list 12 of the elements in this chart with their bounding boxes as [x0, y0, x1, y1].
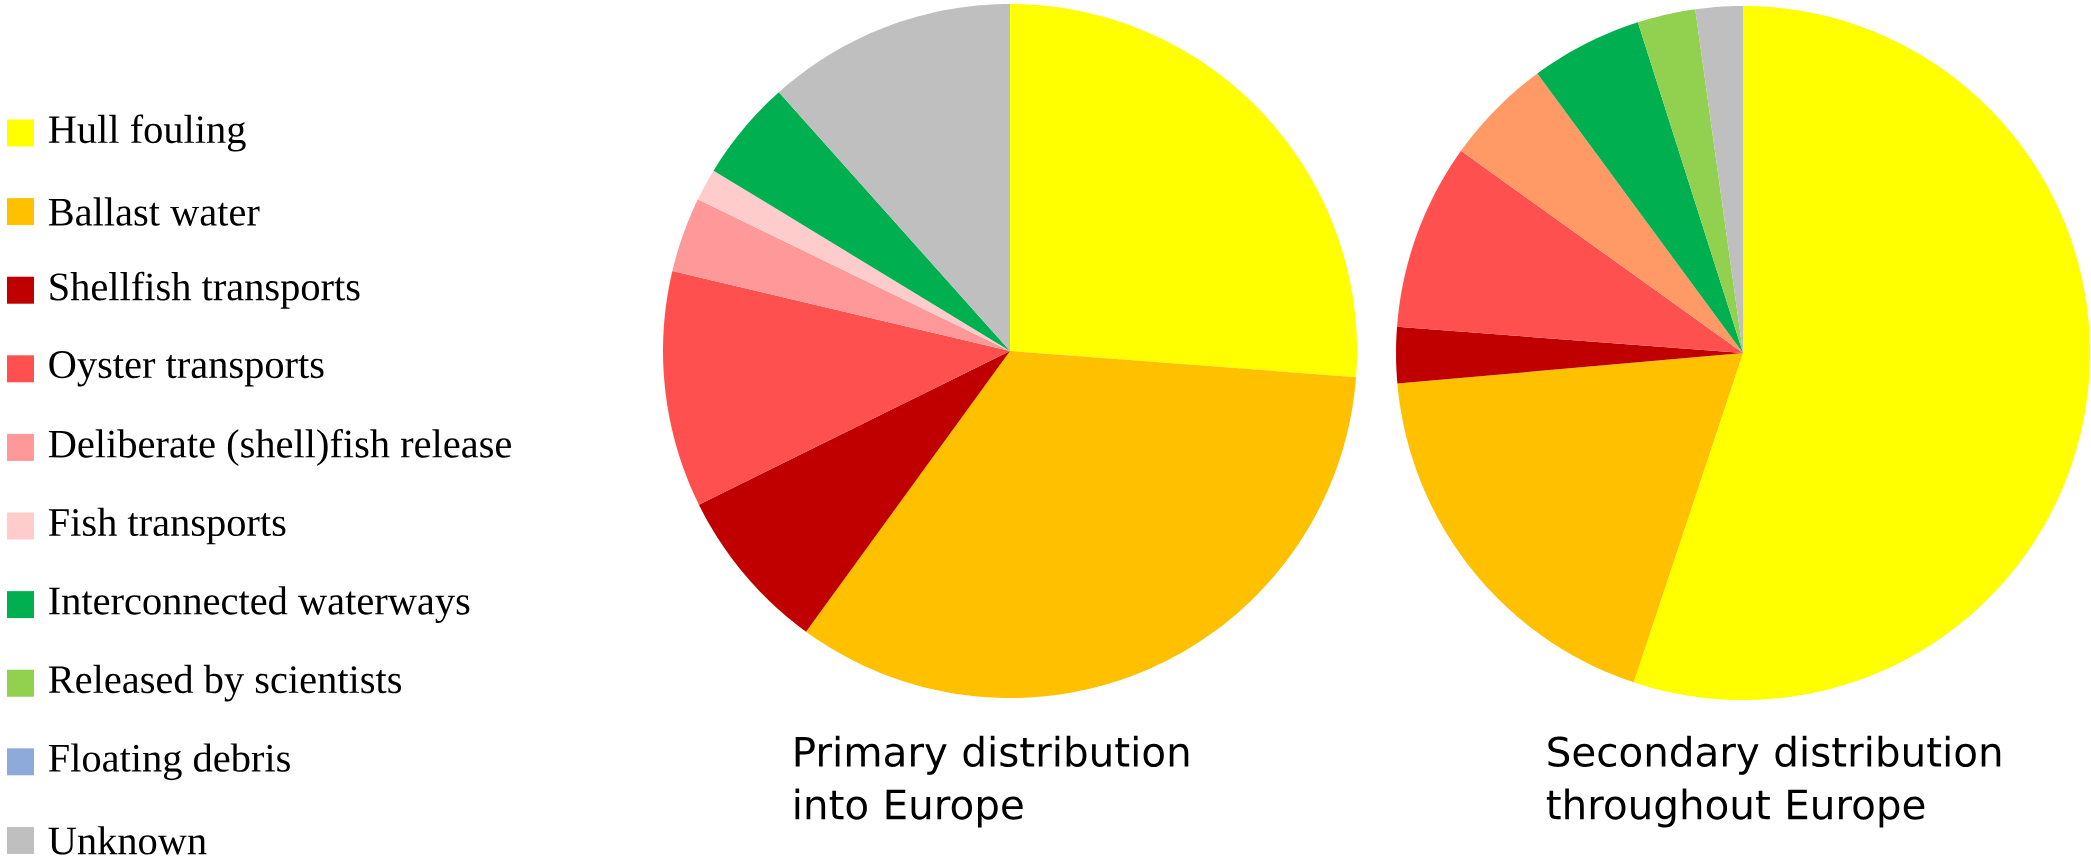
legend-label: Deliberate (shell)fish release: [48, 428, 511, 466]
legend-label: Oyster transports: [49, 351, 324, 387]
legend-label: Released by scientists: [48, 664, 402, 702]
legend-label: Hull fouling: [48, 114, 246, 152]
legend-label: Interconnected waterways: [49, 586, 470, 623]
text: Secondary distribution throughout Europe: [1546, 735, 2001, 828]
legend-label: Shellfish transports: [50, 271, 360, 309]
legend-label: Unknown: [48, 826, 207, 855]
text: Primary distribution into Europe: [795, 735, 1189, 828]
legend-label: Ballast water: [48, 197, 260, 226]
legend-label: Fish transports: [48, 507, 286, 545]
legend-label: Floating debris: [48, 743, 290, 781]
